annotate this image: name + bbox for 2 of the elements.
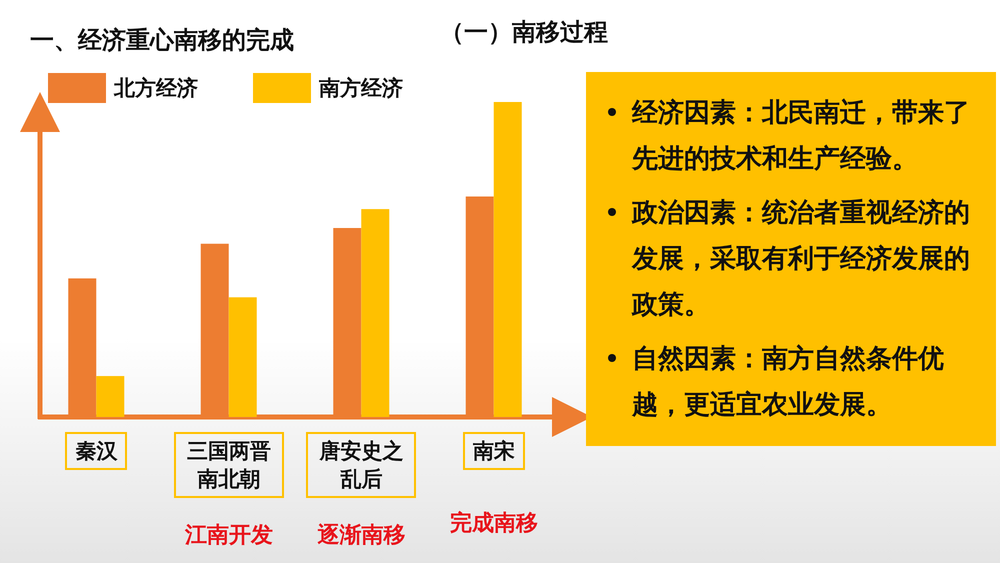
title: 一、经济重心南移的完成: [30, 25, 294, 56]
subtitle: （一）南移过程: [440, 17, 608, 48]
